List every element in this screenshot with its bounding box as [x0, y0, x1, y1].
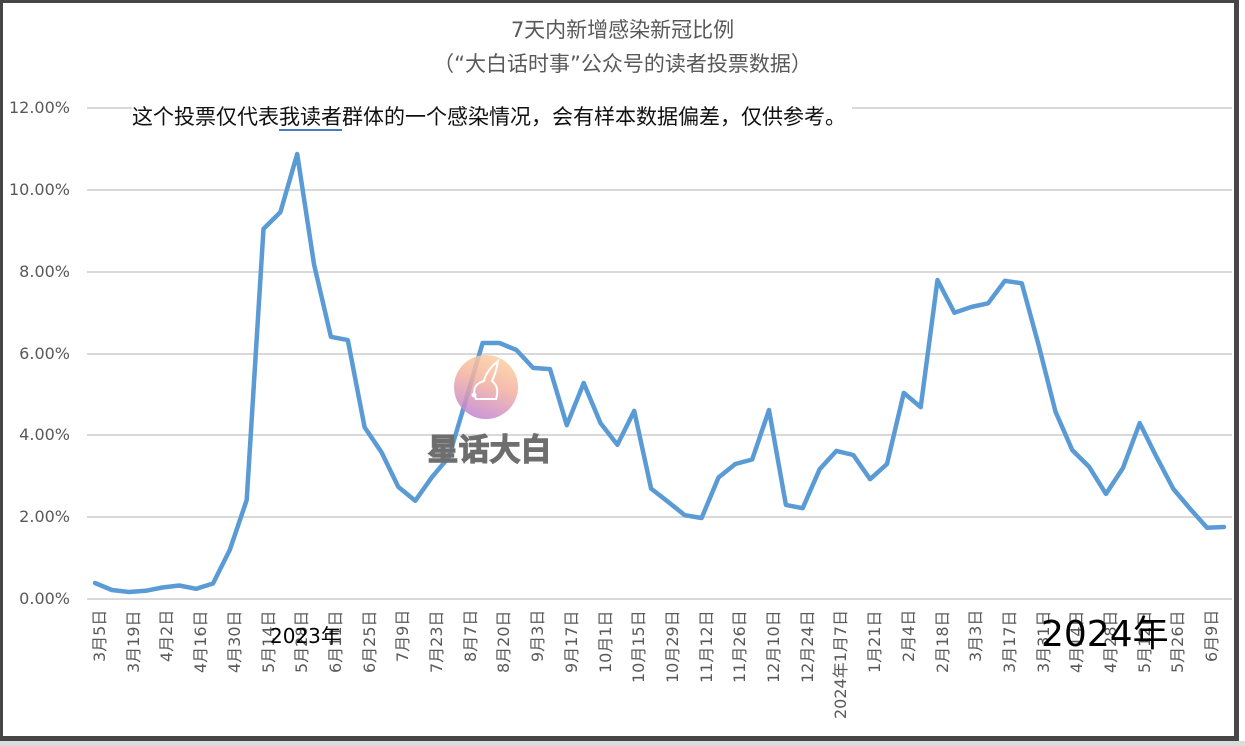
watermark: 星话大白 — [427, 355, 552, 469]
gridline — [87, 189, 1232, 191]
watermark-text: 星话大白 — [427, 432, 552, 469]
annotation-underlined-text: 我读者 — [279, 105, 342, 131]
gridline — [87, 516, 1232, 519]
year-label-2024: 2024年 — [1041, 614, 1169, 655]
y-tick-label: 6.00% — [19, 343, 70, 363]
annotation-text: 这个投票仅代表 — [132, 105, 279, 129]
chart-subtitle: （“大白话时事”公众号的读者投票数据） — [433, 52, 812, 76]
sheet-bottom-strip — [0, 741, 1245, 746]
gridline — [87, 270, 1232, 273]
gridline — [87, 598, 1232, 600]
y-tick-label: 10.00% — [8, 180, 70, 199]
gridline — [87, 434, 1232, 437]
y-tick-label: 2.00% — [19, 507, 70, 527]
annotation-text-rest: 群体的一个感染情况，会有样本数据偏差，仅供参考。 — [342, 105, 846, 129]
year-label-2023: 2023年 — [270, 624, 341, 648]
y-tick-label: 4.00% — [19, 425, 70, 445]
y-tick-label: 8.00% — [19, 261, 70, 281]
y-tick-label: 0.00% — [19, 589, 70, 608]
gridline — [87, 352, 1232, 355]
chart-title: 7天内新增感染新冠比例 — [510, 18, 735, 42]
y-tick-label: 12.00% — [8, 98, 70, 118]
disclaimer-annotation: 这个投票仅代表我读者群体的一个感染情况，会有样本数据偏差，仅供参考。 — [132, 101, 852, 131]
series-line — [92, 151, 1227, 595]
rabbit-logo-icon — [454, 355, 518, 419]
